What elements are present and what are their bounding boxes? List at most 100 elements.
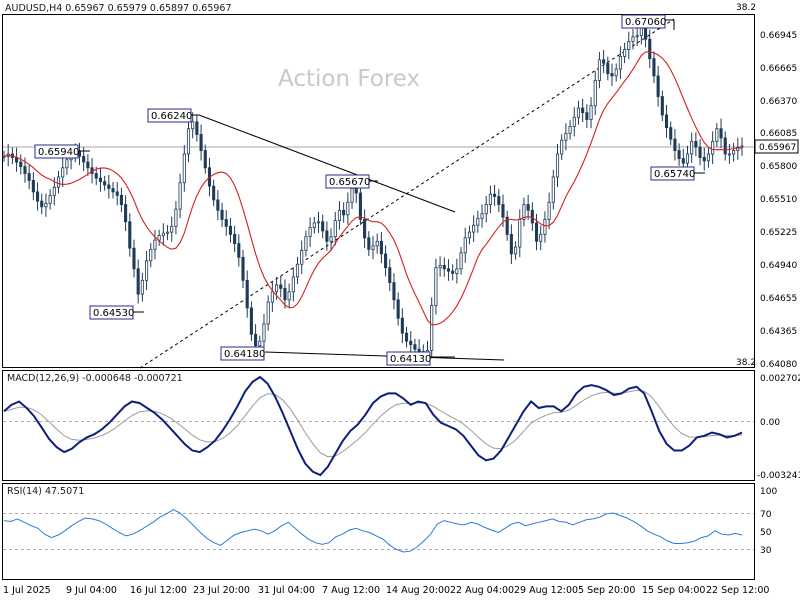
date-tick: 16 Jul 12:00 [130,585,187,596]
candle-body [417,348,421,352]
candle-body [94,173,98,179]
candle-body [530,209,534,224]
rsi-panel [2,483,755,580]
candle-body [115,191,119,196]
label-box-67060 [621,14,666,29]
candle-body [392,282,396,301]
candle-body [86,161,90,169]
candle-body [434,267,438,306]
candle-body [295,263,300,278]
candle-body [178,182,182,210]
date-tick: 29 Aug 12:00 [514,585,578,596]
candle-body [488,193,492,205]
candle-body [35,191,40,202]
candle-body [182,153,186,184]
candle-body [711,140,715,155]
price-panel [2,14,755,368]
candle-body [23,166,27,174]
candle-body [669,127,673,140]
candle-body [316,221,321,224]
candle-body [656,75,660,97]
candle-body [371,245,375,250]
rsi-tick: 100 [760,487,777,497]
price-annotations: 0.67060 0.66240 0.65940 0.65670 0.65740 … [34,14,705,366]
candle-body [581,107,585,114]
label-64180: 0.64180 [224,349,265,360]
candle-body [136,268,140,295]
candle-body [413,344,417,350]
candle-body [107,184,111,189]
candle-body [585,112,589,120]
candle-body [572,116,576,127]
candle-body [329,236,333,242]
candle-body [404,332,409,342]
candle-body [576,107,581,118]
candle-body [534,222,539,242]
candle-body [337,209,342,222]
price-tick: 0.65800 [760,162,797,172]
candle-body [652,58,656,77]
rsi-label: RSI(14) 47.5071 [7,486,84,497]
candle-body [161,232,165,236]
price-axis: 0.66945 0.66665 0.66370 0.66085 0.65800 … [754,31,799,370]
date-tick: 9 Jul 04:00 [66,585,117,596]
date-tick: 15 Sep 04:00 [642,585,705,596]
candle-body [241,256,245,281]
candle-body [199,134,203,151]
date-axis: 1 Jul 2025 9 Jul 04:00 16 Jul 12:00 23 J… [3,585,769,596]
candle-body [459,252,463,270]
candle-body [145,260,149,281]
candle-body [702,157,706,162]
candle-body [522,204,526,220]
watermark: Action Forex [278,66,420,92]
candle-body [228,225,232,235]
fib-bottom-tag: 38.2 [736,358,756,368]
rsi-tick: 50 [760,528,772,538]
macd-tick: 0.00 [760,418,780,428]
candle-body [455,268,459,274]
candle-body [660,96,664,116]
label-box-64180 [220,346,265,361]
candle-body [606,62,610,75]
candle-body [216,199,220,211]
candle-body [690,140,694,155]
macd-signal-line [3,389,743,458]
candle-body [614,68,618,77]
candle-body [56,176,61,188]
price-tick: 0.66370 [760,97,797,107]
candle-body [618,55,622,70]
candle-body [342,209,346,216]
candle-body [501,204,505,218]
candle-body [560,139,564,155]
candle-body [623,49,627,57]
candle-body [446,268,451,272]
price-tick: 0.66665 [760,64,797,74]
candle-body [493,193,497,197]
macd-axis: 0.002702 0.00 -0.003241 [757,374,800,481]
date-tick: 31 Jul 04:00 [258,585,315,596]
label-65740: 0.65740 [654,169,695,180]
candle-body [174,208,178,227]
date-tick: 14 Aug 20:00 [386,585,450,596]
price-tick: 0.66085 [760,129,797,139]
candle-body [140,279,144,295]
candle-body [82,155,86,163]
date-tick: 7 Aug 12:00 [322,585,380,596]
candle-body [245,279,249,309]
candle-body [44,202,48,208]
candle-body [354,188,358,194]
candle-body [165,231,170,234]
candle-body [266,301,270,325]
candle-body [270,291,274,303]
candle-body [98,177,102,182]
candle-body [602,59,606,64]
candle-body [379,240,383,255]
rising-dashed-trendline [139,18,675,369]
candle-body [685,153,690,164]
price-tick: 0.65225 [760,228,797,238]
candle-body [526,204,530,211]
candle-body [539,233,543,242]
candle-body [564,132,568,141]
candle-body [128,221,132,249]
label-66240: 0.66240 [151,111,192,122]
